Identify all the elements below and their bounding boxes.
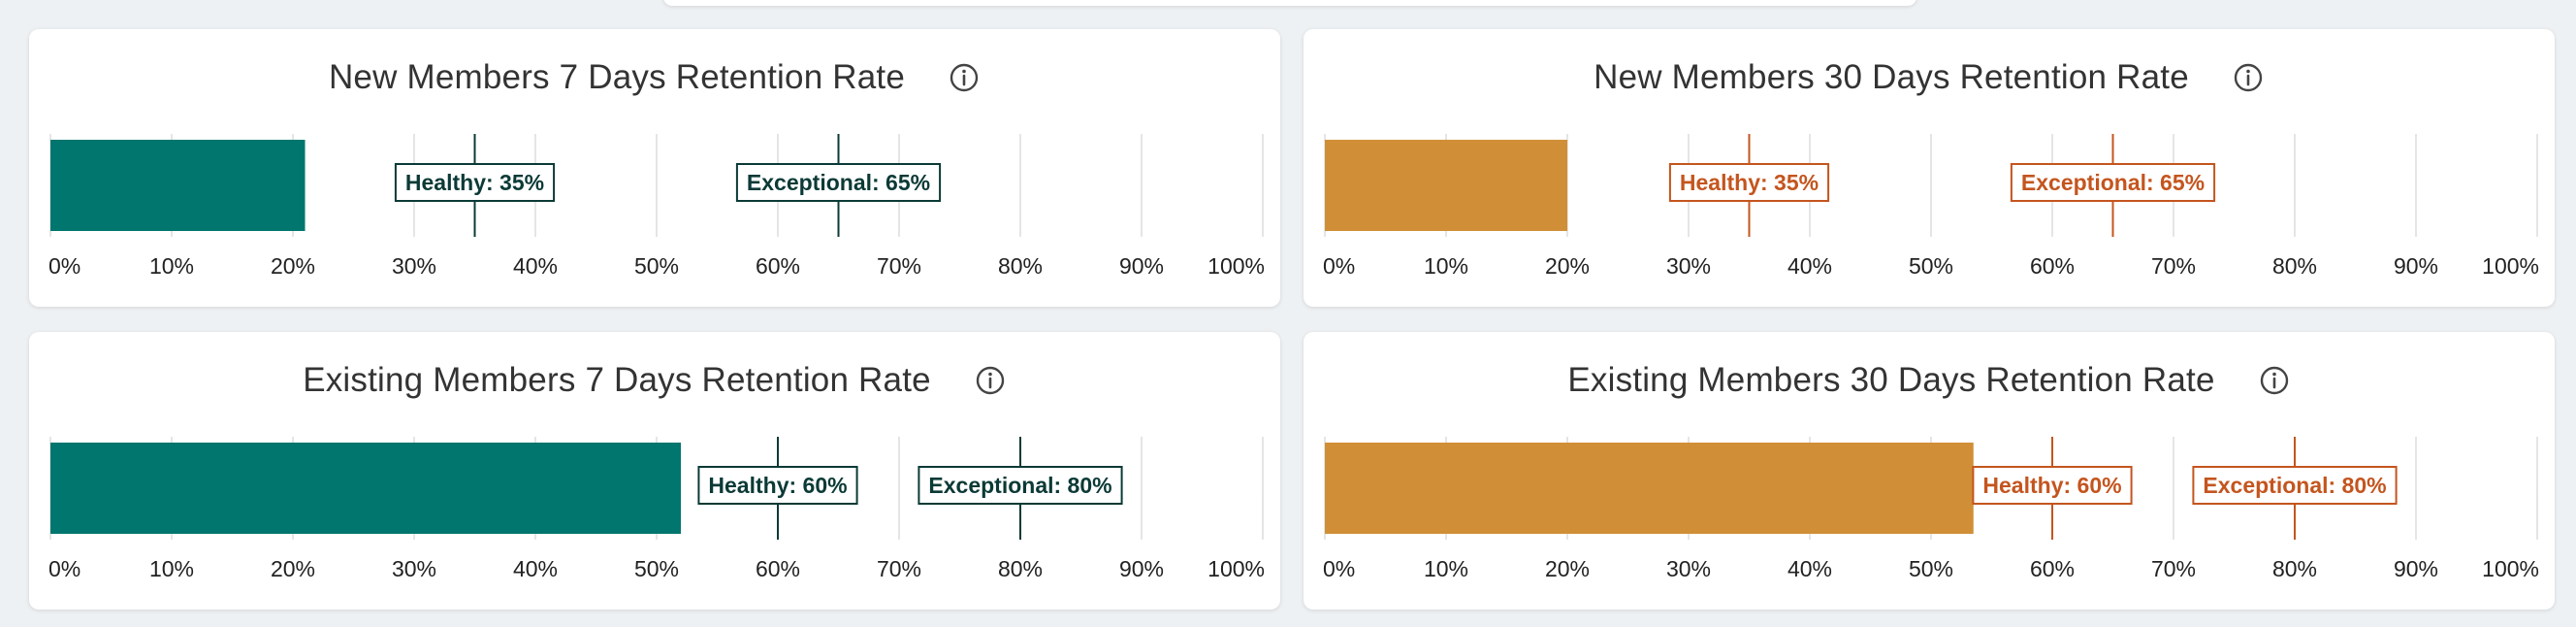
benchmark-label-box (918, 466, 1123, 505)
tick-label: 60% (2030, 253, 2075, 279)
retention-chart: Healthy: 60% Exceptional: 80% 0% 10% 20% 30% 4… (48, 437, 1265, 581)
tick-label: 100% (2482, 253, 2539, 279)
tick-label: 60% (756, 556, 800, 581)
benchmark-label: Healthy: 35% (1680, 170, 1819, 195)
tick-label: 80% (998, 556, 1043, 581)
tick-label: 70% (2151, 556, 2196, 581)
retention-bar[interactable] (1325, 443, 1974, 534)
info-circle-icon[interactable] (974, 364, 1007, 397)
card-title: New Members 30 Days Retention Rate (1594, 58, 2189, 96)
card-new-30day-retention: New Members 30 Days Retention Rate Healt… (1304, 29, 2555, 307)
tick-label: 20% (1545, 556, 1590, 581)
tick-label: 70% (877, 253, 921, 279)
card-header: Existing Members 7 Days Retention Rate (29, 332, 1280, 429)
card-header: New Members 7 Days Retention Rate (29, 29, 1280, 126)
tick-label: 40% (513, 253, 558, 279)
tick-label: 90% (2394, 253, 2438, 279)
benchmark-label: Healthy: 60% (708, 473, 847, 498)
tick-label: 10% (1424, 253, 1468, 279)
benchmark-label-box (1668, 163, 1830, 202)
tick-label: 50% (634, 556, 679, 581)
tick-label: 50% (1909, 556, 1953, 581)
tick-label: 30% (392, 556, 436, 581)
retention-bar[interactable] (50, 443, 681, 534)
retention-chart: Healthy: 35% Exceptional: 65% 0% 10% 20% 30% 4… (48, 134, 1265, 279)
card-title: New Members 7 Days Retention Rate (328, 58, 906, 96)
tick-label: 100% (2482, 556, 2539, 581)
tick-label: 90% (2394, 556, 2438, 581)
tick-label: 50% (1909, 253, 1953, 279)
tick-label: 20% (1545, 253, 1590, 279)
tick-label: 60% (756, 253, 800, 279)
tick-label: 10% (149, 556, 194, 581)
top-card-edge (663, 0, 1916, 6)
tick-label: 70% (877, 556, 921, 581)
benchmark-label: Exceptional: 80% (928, 473, 1111, 498)
card-existing-7day-retention: Existing Members 7 Days Retention Rate H… (29, 332, 1280, 610)
benchmark-label-box (697, 466, 858, 505)
tick-label: 100% (1208, 253, 1265, 279)
tick-label: 50% (634, 253, 679, 279)
benchmark-label: Exceptional: 80% (2203, 473, 2386, 498)
tick-label: 40% (1787, 253, 1832, 279)
benchmark-label-box (1972, 466, 2133, 505)
tick-label: 10% (149, 253, 194, 279)
info-circle-icon[interactable] (2232, 61, 2265, 94)
tick-label: 40% (513, 556, 558, 581)
benchmark-label-box (394, 163, 556, 202)
benchmark-label: Exceptional: 65% (2021, 170, 2205, 195)
card-new-7day-retention: New Members 7 Days Retention Rate Health… (29, 29, 1280, 307)
benchmark-label-box (2010, 163, 2216, 202)
benchmark-label: Healthy: 60% (1982, 473, 2121, 498)
tick-label: 90% (1119, 556, 1164, 581)
tick-label: 30% (1666, 556, 1711, 581)
tick-label: 30% (392, 253, 436, 279)
card-header: Existing Members 30 Days Retention Rate (1304, 332, 2555, 429)
tick-label: 100% (1208, 556, 1265, 581)
info-circle-icon[interactable] (2258, 364, 2291, 397)
card-title: Existing Members 7 Days Retention Rate (303, 361, 931, 399)
tick-label: 20% (271, 556, 315, 581)
tick-label: 80% (2272, 253, 2317, 279)
benchmark-label: Exceptional: 65% (747, 170, 930, 195)
tick-label: 90% (1119, 253, 1164, 279)
benchmark-label: Healthy: 35% (405, 170, 544, 195)
retention-chart: Healthy: 35% Exceptional: 65% 0% 10% 20% 30% 4… (1323, 134, 2539, 279)
retention-chart: Healthy: 60% Exceptional: 80% 0% 10% 20% 30% 4… (1323, 437, 2539, 581)
card-title: Existing Members 30 Days Retention Rate (1567, 361, 2215, 399)
tick-label: 80% (2272, 556, 2317, 581)
tick-label: 80% (998, 253, 1043, 279)
info-circle-icon[interactable] (948, 61, 981, 94)
card-existing-30day-retention: Existing Members 30 Days Retention Rate … (1304, 332, 2555, 610)
tick-label: 70% (2151, 253, 2196, 279)
tick-label: 30% (1666, 253, 1711, 279)
benchmark-label-box (2192, 466, 2398, 505)
tick-label: 60% (2030, 556, 2075, 581)
benchmark-label-box (735, 163, 942, 202)
tick-label: 0% (1323, 556, 1355, 581)
card-header: New Members 30 Days Retention Rate (1304, 29, 2555, 126)
tick-label: 10% (1424, 556, 1468, 581)
tick-label: 20% (271, 253, 315, 279)
tick-label: 40% (1787, 556, 1832, 581)
tick-label: 0% (1323, 253, 1355, 279)
tick-label: 0% (48, 556, 80, 581)
tick-label: 0% (48, 253, 80, 279)
retention-bar[interactable] (50, 140, 306, 231)
retention-bar[interactable] (1325, 140, 1567, 231)
